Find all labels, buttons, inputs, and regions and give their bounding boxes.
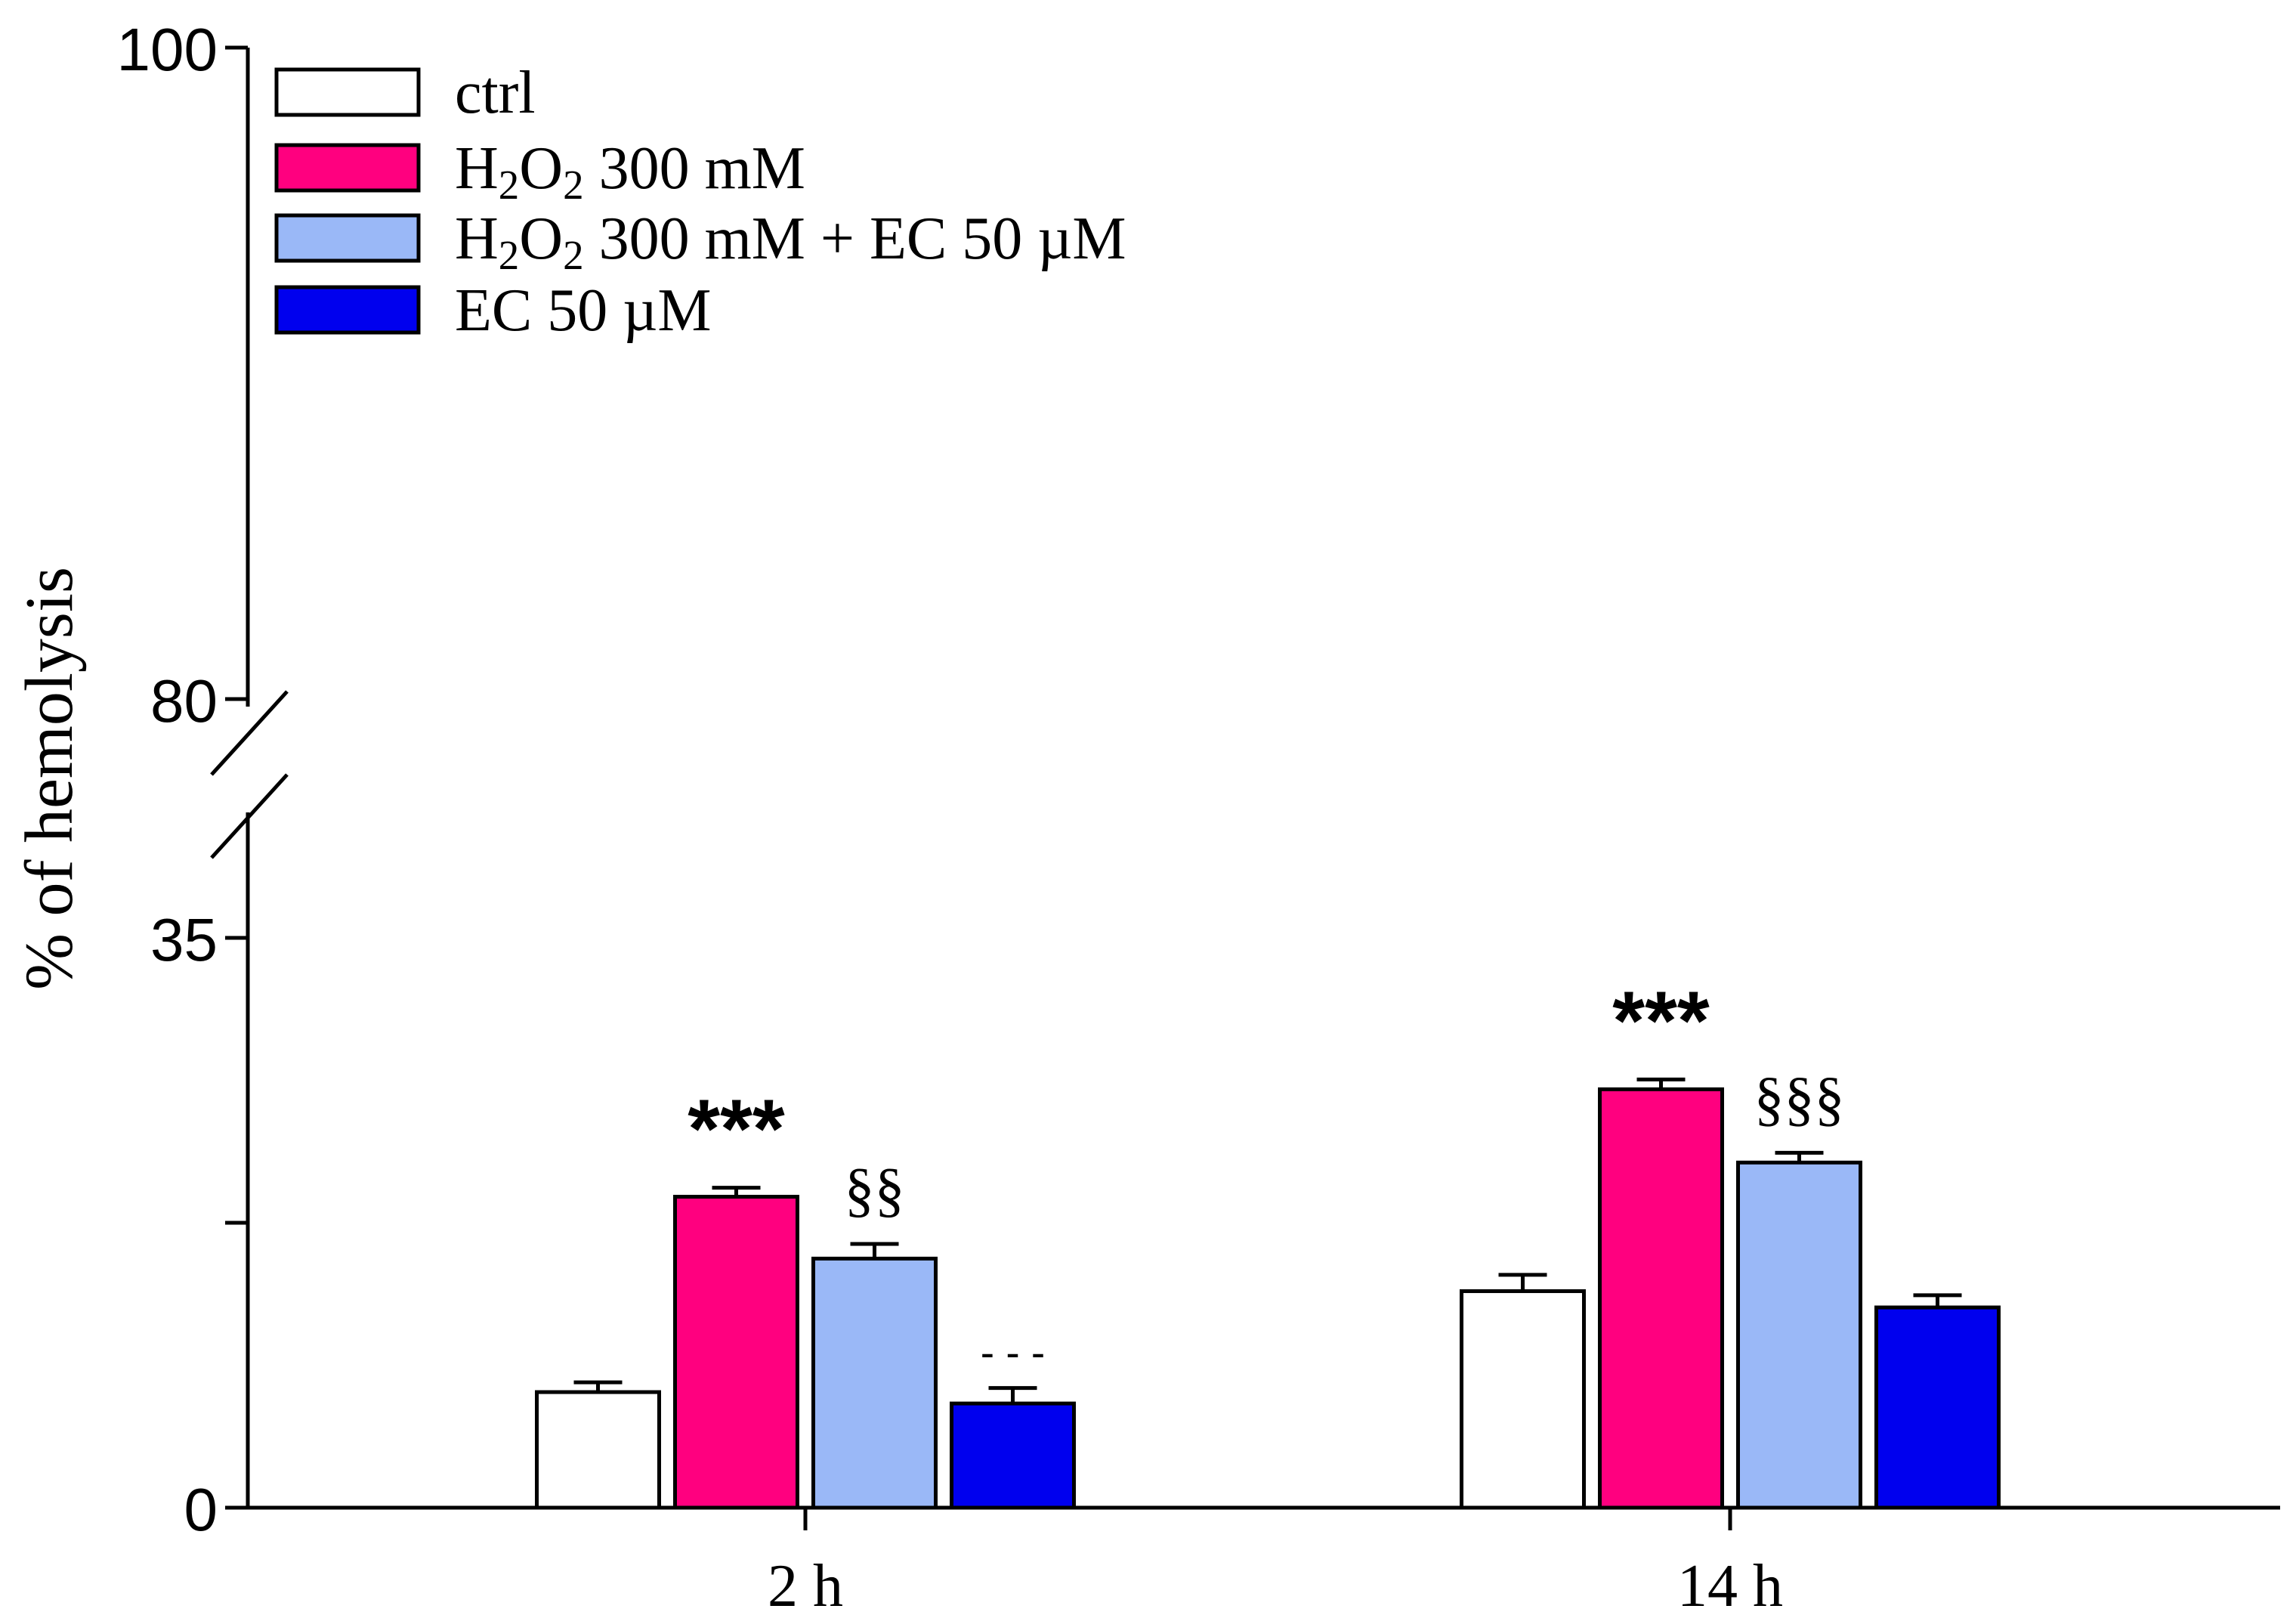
bar: [1460, 1289, 1586, 1510]
legend-label: ctrl: [455, 60, 536, 126]
x-tick-label: 14 h: [1677, 1553, 1783, 1615]
legend-swatch: [274, 213, 421, 263]
bar: [811, 1256, 938, 1510]
legend-swatch: [274, 143, 421, 193]
axes: 0 35 80 100 % of hemolysis 2 h 14 h: [12, 16, 2280, 1615]
x-tick-label: 2 h: [768, 1553, 843, 1615]
bar: [535, 1390, 661, 1510]
significance-label: ***: [688, 1083, 785, 1176]
bar: [950, 1401, 1076, 1510]
bar: [1874, 1305, 2001, 1510]
y-tick-label: 100: [117, 16, 218, 83]
y-axis-title: % of hemolysis: [12, 567, 87, 990]
significance-label: - - -: [981, 1329, 1046, 1376]
legend-label: H2O2 300 mM + EC 50 µM: [455, 206, 1126, 278]
bars: *** §§ - - - *** §§§: [535, 974, 2001, 1510]
legend-label: EC 50 µM: [455, 277, 711, 344]
axis-break-mark: [210, 690, 289, 776]
significance-label: §§: [845, 1157, 905, 1224]
bar: [1736, 1160, 1862, 1510]
legend-label: H2O2 300 mM: [455, 135, 805, 208]
significance-label: §§§: [1754, 1066, 1845, 1132]
axis-break-mark: [210, 773, 289, 859]
legend-swatch: [274, 67, 421, 117]
bar: [673, 1195, 799, 1510]
y-tick-label: 0: [184, 1476, 218, 1543]
y-tick-label: 80: [150, 667, 218, 735]
bar: [1598, 1087, 1724, 1510]
legend-swatch: [274, 285, 421, 335]
y-tick-label: 35: [150, 906, 218, 973]
significance-label: ***: [1612, 974, 1710, 1067]
